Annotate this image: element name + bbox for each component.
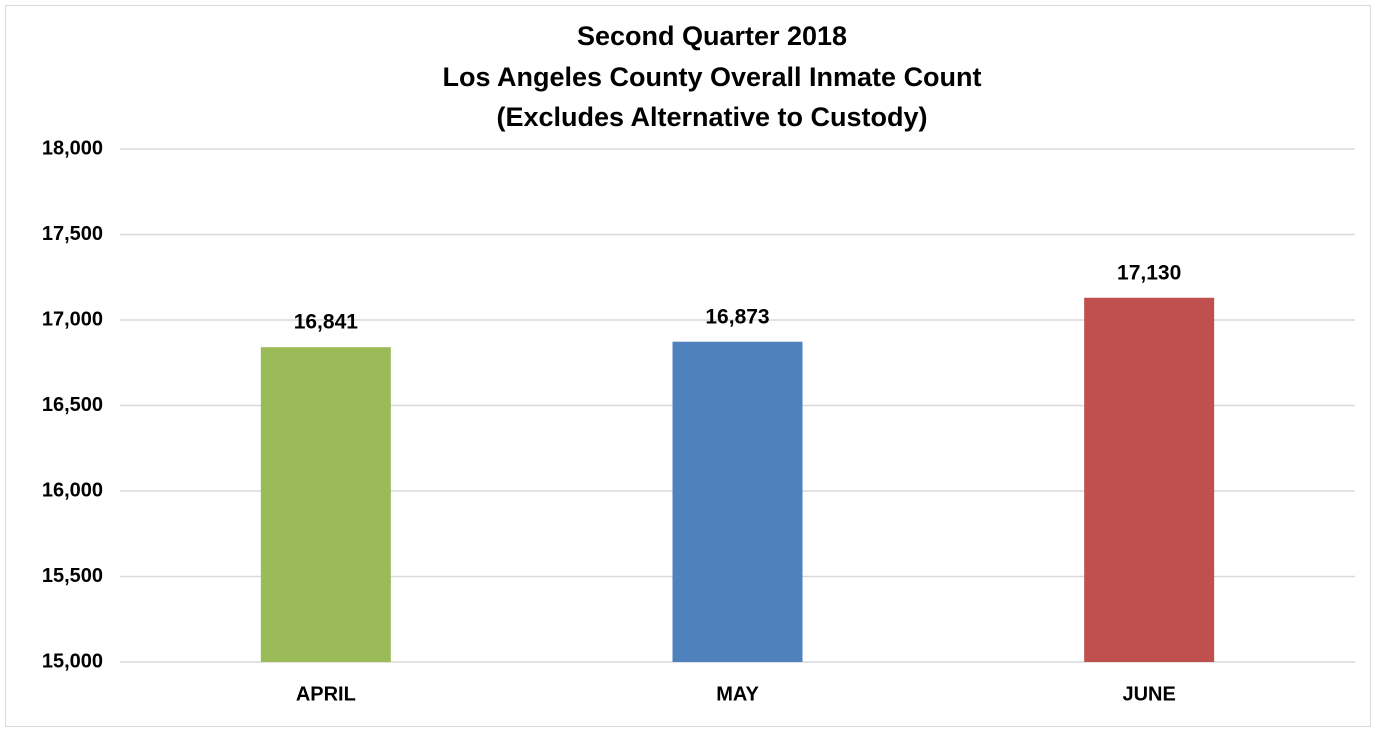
x-tick-label: JUNE xyxy=(1122,683,1175,705)
y-tick-label: 17,000 xyxy=(42,308,103,330)
bar xyxy=(1084,297,1215,662)
value-label: 16,841 xyxy=(294,311,359,334)
y-tick-label: 15,500 xyxy=(42,565,103,587)
y-tick-label: 16,500 xyxy=(42,394,103,416)
x-tick-label: APRIL xyxy=(296,683,356,705)
bar xyxy=(672,341,803,662)
x-tick-label: MAY xyxy=(716,683,759,705)
chart-title: Second Quarter 2018 xyxy=(577,21,847,51)
y-tick-label: 18,000 xyxy=(42,137,103,159)
y-tick-label: 16,000 xyxy=(42,479,103,501)
chart-title: Los Angeles County Overall Inmate Count xyxy=(442,62,981,92)
chart-title: (Excludes Alternative to Custody) xyxy=(496,102,927,132)
value-label: 16,873 xyxy=(705,305,769,328)
bar xyxy=(260,347,391,662)
value-label: 17,130 xyxy=(1117,261,1181,284)
y-tick-label: 15,000 xyxy=(42,650,103,672)
y-tick-label: 17,500 xyxy=(42,223,103,245)
